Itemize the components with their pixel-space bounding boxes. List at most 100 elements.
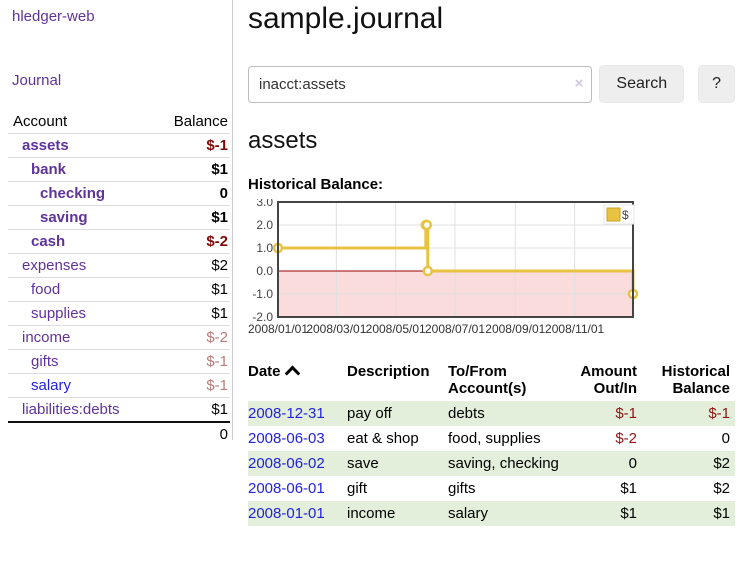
- register-table: Date Description To/From Account(s) Amou…: [248, 361, 735, 526]
- transaction-amount: 0: [628, 455, 637, 472]
- transaction-amount: $-2: [615, 430, 637, 447]
- sidebar-item-journal[interactable]: Journal: [12, 72, 62, 89]
- account-row: gifts $-1: [8, 349, 230, 374]
- sidebar: hledger-web Journal Account Balance asse…: [0, 0, 233, 446]
- transaction-accounts: gifts: [448, 480, 476, 497]
- transaction-accounts: salary: [448, 505, 489, 522]
- transaction-balance: $-1: [708, 405, 730, 422]
- transaction-amount: $-1: [615, 405, 637, 422]
- account-row: expenses $2: [8, 253, 230, 278]
- transaction-balance: $2: [713, 480, 730, 497]
- x-tick-label: 2008/01/01: [248, 322, 308, 336]
- register-row: 2008-06-03 eat & shop food, supplies $-2 0: [248, 426, 735, 451]
- account-row: liabilities:debts $1: [8, 397, 230, 423]
- register-header-accounts: To/From Account(s): [448, 363, 527, 397]
- accounts-header-balance: Balance: [155, 110, 230, 134]
- account-row: salary $-1: [8, 373, 230, 398]
- account-link-income[interactable]: income: [22, 329, 71, 346]
- account-row: saving $1: [8, 205, 230, 230]
- account-row: assets $-1: [8, 133, 230, 158]
- account-row: cash $-2: [8, 229, 230, 254]
- account-heading: assets: [248, 127, 318, 154]
- account-balance: $-2: [155, 325, 230, 350]
- register-header-date[interactable]: Date: [248, 361, 347, 401]
- account-row: supplies $1: [8, 301, 230, 326]
- y-tick-label: 2.0: [256, 218, 273, 232]
- account-balance: $-1: [155, 373, 230, 398]
- register-header-description: Description: [347, 363, 430, 380]
- x-tick-label: 2008/09/01: [485, 322, 545, 336]
- account-row: income $-2: [8, 325, 230, 350]
- transaction-date-link[interactable]: 2008-06-03: [248, 430, 325, 447]
- transaction-balance: $2: [713, 455, 730, 472]
- account-link-assets[interactable]: assets: [22, 137, 69, 154]
- transaction-amount: $1: [620, 505, 637, 522]
- account-link-supplies[interactable]: supplies: [31, 305, 87, 322]
- transaction-balance: 0: [721, 430, 730, 447]
- y-tick-label: -2.0: [252, 310, 273, 324]
- y-tick-label: 3.0: [256, 199, 273, 209]
- transaction-description: gift: [347, 480, 368, 497]
- search-input[interactable]: [248, 65, 593, 103]
- page-title: sample.journal: [248, 2, 444, 35]
- transaction-accounts: saving, checking: [448, 455, 559, 472]
- chart-canvas: 3.0 2.0 1.0 0.0 -1.0 -2.02008/01/012008/03/01…: [248, 195, 639, 336]
- accounts-total: 0: [155, 421, 230, 446]
- account-row: checking 0: [8, 181, 230, 206]
- transaction-accounts: food, supplies: [448, 430, 541, 447]
- account-link-food[interactable]: food: [31, 281, 61, 298]
- historical-balance-chart: 3.0 2.0 1.0 0.0 -1.0 -2.0 2008/01/01 2008/03/01…: [248, 195, 735, 341]
- account-balance: $1: [155, 397, 230, 423]
- accounts-header-account: Account: [8, 110, 156, 134]
- x-tick-label: 2008/05/01: [366, 322, 426, 336]
- account-balance: $1: [155, 301, 230, 326]
- legend-label: $: [622, 208, 629, 222]
- register-header-amount: Amount Out/In: [580, 363, 637, 397]
- transaction-description: income: [347, 505, 396, 522]
- transaction-date-link[interactable]: 2008-06-01: [248, 480, 325, 497]
- transaction-amount: $1: [620, 480, 637, 497]
- register-row: 2008-06-01 gift gifts $1 $2: [248, 476, 735, 501]
- register-row: 2008-12-31 pay off debts $-1 $-1: [248, 401, 735, 426]
- search-form: × Search ?: [248, 65, 735, 103]
- transaction-balance: $1: [713, 505, 730, 522]
- account-link-liabilities-debts[interactable]: liabilities:debts: [22, 401, 120, 418]
- y-tick-label: -1.0: [252, 287, 273, 301]
- account-link-cash[interactable]: cash: [31, 233, 66, 250]
- help-button[interactable]: ?: [698, 65, 735, 103]
- register-header-balance: Historical Balance: [661, 363, 730, 397]
- transaction-date-link[interactable]: 2008-01-01: [248, 505, 325, 522]
- main-content: sample.journal × Search ? assets Histori…: [248, 0, 735, 526]
- account-link-gifts[interactable]: gifts: [31, 353, 59, 370]
- app-brand-link[interactable]: hledger-web: [12, 8, 95, 25]
- x-tick-label: 2008/03/01: [306, 322, 366, 336]
- account-balance: 0: [155, 181, 230, 206]
- transaction-date-link[interactable]: 2008-12-31: [248, 405, 325, 422]
- account-link-checking[interactable]: checking: [40, 185, 106, 202]
- transaction-description: save: [347, 455, 379, 472]
- transaction-accounts: debts: [448, 405, 485, 422]
- account-balance: $-2: [155, 229, 230, 254]
- account-balance: $2: [155, 253, 230, 278]
- y-tick-label: 0.0: [256, 264, 273, 278]
- register-row: 2008-06-02 save saving, checking 0 $2: [248, 451, 735, 476]
- account-balance: $1: [155, 157, 230, 182]
- account-link-salary[interactable]: salary: [31, 377, 72, 394]
- account-link-bank[interactable]: bank: [31, 161, 67, 178]
- account-balance: $-1: [155, 349, 230, 374]
- transaction-description: eat & shop: [347, 430, 419, 447]
- transaction-date-link[interactable]: 2008-06-02: [248, 455, 325, 472]
- register-row: 2008-01-01 income salary $1 $1: [248, 501, 735, 526]
- legend-swatch: [606, 207, 621, 222]
- account-balance: $1: [155, 277, 230, 302]
- account-link-saving[interactable]: saving: [40, 209, 88, 226]
- clear-search-icon[interactable]: ×: [574, 74, 584, 92]
- sort-asc-icon: [284, 365, 300, 382]
- account-link-expenses[interactable]: expenses: [22, 257, 87, 274]
- chart-title: Historical Balance:: [248, 176, 384, 193]
- x-tick-label: 2008/11/01: [545, 322, 604, 336]
- search-button[interactable]: Search: [599, 65, 685, 103]
- transaction-description: pay off: [347, 405, 392, 422]
- account-balance: $1: [155, 205, 230, 230]
- search-box: ×: [248, 65, 593, 103]
